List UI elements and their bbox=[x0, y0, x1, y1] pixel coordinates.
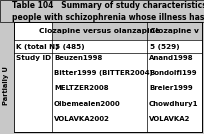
Bar bbox=[14, 53, 202, 132]
Text: 5 (529): 5 (529) bbox=[150, 44, 180, 49]
Text: Table 104   Summary of study characteristics for RCT
people with schizophrenia w: Table 104 Summary of study characteristi… bbox=[12, 1, 204, 22]
Bar bbox=[14, 40, 202, 53]
Text: Anand1998: Anand1998 bbox=[149, 55, 194, 61]
Text: Bondolfi199: Bondolfi199 bbox=[149, 70, 197, 76]
Text: MELTZER2008: MELTZER2008 bbox=[54, 85, 109, 91]
Text: K (total N): K (total N) bbox=[16, 44, 59, 49]
Text: VOLAVKA2002: VOLAVKA2002 bbox=[54, 116, 110, 122]
Text: 5 (485): 5 (485) bbox=[55, 44, 85, 49]
Text: VOLAVKA2: VOLAVKA2 bbox=[149, 116, 190, 122]
Text: Clozapine versus olanzapine: Clozapine versus olanzapine bbox=[39, 28, 160, 34]
Text: Clozapine v: Clozapine v bbox=[150, 28, 199, 34]
Bar bbox=[14, 22, 202, 132]
Text: Partially U: Partially U bbox=[3, 67, 9, 105]
Text: Beuzen1998: Beuzen1998 bbox=[54, 55, 102, 61]
Text: Olbemealen2000: Olbemealen2000 bbox=[54, 101, 121, 107]
Bar bbox=[0, 0, 204, 22]
Text: Bitter1999 (BITTER2004): Bitter1999 (BITTER2004) bbox=[54, 70, 153, 76]
Bar bbox=[52, 22, 202, 40]
Text: Study ID: Study ID bbox=[16, 55, 51, 61]
Bar bbox=[14, 22, 202, 132]
Text: Breier1999: Breier1999 bbox=[149, 85, 193, 91]
Text: Chowdhury1: Chowdhury1 bbox=[149, 101, 198, 107]
